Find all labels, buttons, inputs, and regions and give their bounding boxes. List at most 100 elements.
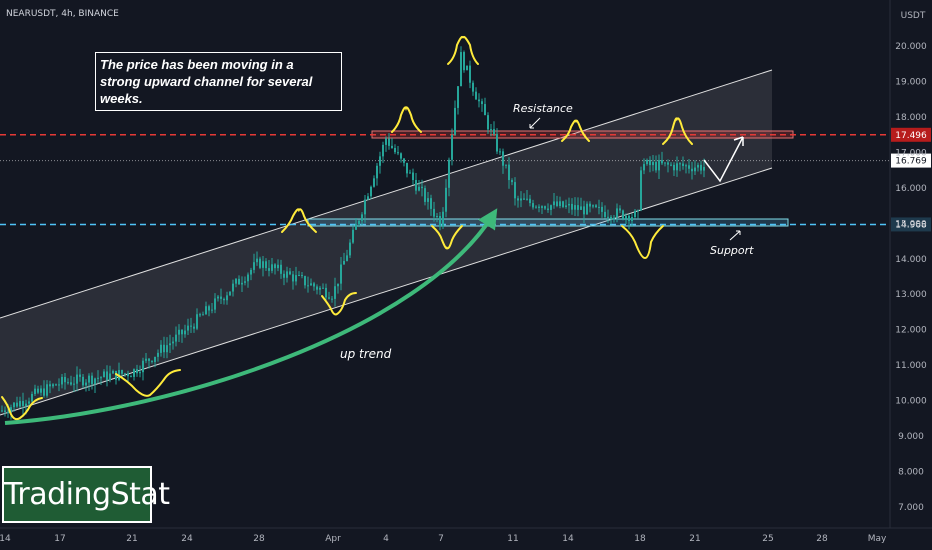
candle-body xyxy=(679,163,681,165)
analysis-note: The price has been moving in a strong up… xyxy=(95,52,342,111)
candle-body xyxy=(586,203,588,215)
candle-body xyxy=(127,373,129,377)
candle-body xyxy=(595,205,597,208)
candle-body xyxy=(214,298,216,310)
candle-body xyxy=(385,138,387,145)
y-tick-label: 8.000 xyxy=(898,468,924,478)
candle-body xyxy=(562,201,564,207)
candle-body xyxy=(436,215,438,217)
candle-body xyxy=(568,203,570,206)
x-tick-label: 7 xyxy=(438,534,444,544)
candle-body xyxy=(55,384,57,386)
candle-body xyxy=(253,262,255,270)
candle-body xyxy=(373,178,375,187)
candle-body xyxy=(400,153,402,159)
candle-body xyxy=(550,205,552,210)
candle-body xyxy=(643,164,645,171)
candle-body xyxy=(220,296,222,299)
candle-body xyxy=(328,297,330,299)
candle-body xyxy=(685,165,687,167)
candle-body xyxy=(52,384,54,387)
candle-body xyxy=(421,186,423,189)
candle-body xyxy=(412,172,414,181)
candle-body xyxy=(415,180,417,191)
candle-body xyxy=(178,329,180,335)
candle-body xyxy=(79,374,81,377)
candle-body xyxy=(16,402,18,407)
candle-body xyxy=(658,160,660,171)
candle-body xyxy=(472,82,474,92)
candle-body xyxy=(112,370,114,374)
candle-body xyxy=(85,382,87,386)
candlesticks xyxy=(1,46,705,420)
candle-body xyxy=(553,201,555,206)
x-tick-label: 21 xyxy=(126,534,137,544)
y-tick-label: 14.000 xyxy=(895,255,927,265)
candle-body xyxy=(391,145,393,148)
candle-body xyxy=(337,283,339,287)
candle-body xyxy=(676,163,678,171)
candle-body xyxy=(403,158,405,163)
candle-body xyxy=(97,377,99,379)
candle-body xyxy=(43,388,45,396)
projection-arrow xyxy=(703,136,744,183)
candle-body xyxy=(469,65,471,83)
candle-body xyxy=(193,326,195,329)
candle-body xyxy=(367,196,369,200)
candle-body xyxy=(157,352,159,357)
candle-body xyxy=(502,151,504,166)
candle-body xyxy=(223,298,225,301)
candle-body xyxy=(82,376,84,386)
candle-body xyxy=(700,164,702,171)
candle-body xyxy=(160,344,162,353)
candle-body xyxy=(187,325,189,331)
price-scale[interactable] xyxy=(890,0,932,528)
candle-body xyxy=(457,86,459,108)
candle-body xyxy=(271,264,273,271)
chart-title: NEARUSDT, 4h, BINANCE xyxy=(6,9,119,19)
resistance-label: Resistance xyxy=(513,102,573,115)
x-tick-label: May xyxy=(868,534,887,544)
brand-logo: TradingStat xyxy=(2,466,170,523)
candle-body xyxy=(349,242,351,256)
candle-body xyxy=(244,281,246,283)
candle-body xyxy=(430,198,432,209)
candle-body xyxy=(424,188,426,202)
y-tick-label: 9.000 xyxy=(898,432,924,442)
candle-body xyxy=(28,401,30,404)
candle-body xyxy=(292,274,294,282)
x-tick-label: 18 xyxy=(634,534,646,544)
candle-body xyxy=(235,278,237,284)
candle-body xyxy=(139,372,141,374)
candle-body xyxy=(376,165,378,179)
candle-body xyxy=(394,147,396,153)
candle-body xyxy=(529,198,531,204)
candle-body xyxy=(151,360,153,362)
candle-body xyxy=(697,164,699,168)
candle-body xyxy=(610,216,612,219)
candle-body xyxy=(199,314,201,316)
candle-body xyxy=(103,371,105,378)
candle-body xyxy=(637,210,639,212)
candle-body xyxy=(88,375,90,383)
candle-body xyxy=(517,198,519,201)
candle-body xyxy=(598,206,600,208)
candle-body xyxy=(145,358,147,361)
candle-body xyxy=(628,215,630,222)
x-tick-label: 21 xyxy=(689,534,700,544)
y-tick-label: 18.000 xyxy=(895,113,927,123)
candle-body xyxy=(493,129,495,135)
candle-body xyxy=(334,286,336,299)
candle-body xyxy=(241,282,243,285)
candle-body xyxy=(571,203,573,210)
candle-body xyxy=(325,287,327,298)
support-pointer xyxy=(729,230,741,241)
candle-body xyxy=(511,180,513,183)
candle-body xyxy=(190,325,192,327)
candle-body xyxy=(250,269,252,275)
candle-body xyxy=(355,224,357,230)
candle-body xyxy=(379,156,381,166)
candle-body xyxy=(67,382,69,384)
candle-body xyxy=(247,274,249,282)
